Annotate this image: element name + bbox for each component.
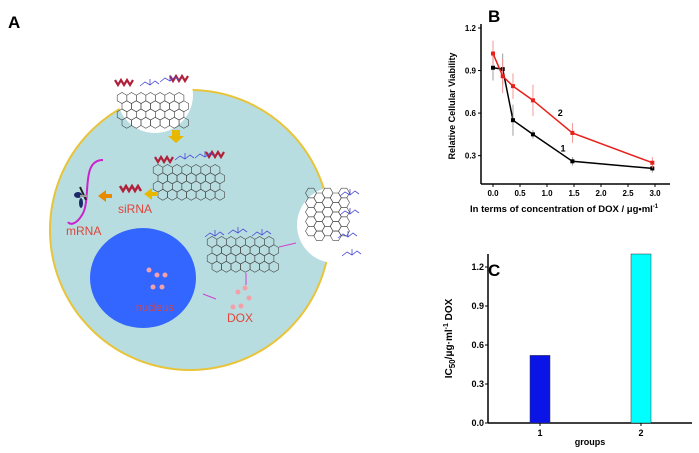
panel-label-c: C: [488, 261, 500, 280]
bar-2: [630, 253, 652, 424]
sirna-icon: [205, 149, 225, 160]
hexagon: [338, 226, 350, 237]
block-arrow-left-icon: [98, 190, 112, 202]
label-nucleus: nucleus: [136, 302, 174, 314]
graphene-sheet: [116, 92, 189, 129]
peg-chain: [337, 231, 358, 239]
hexagon: [268, 260, 279, 273]
sirna-icon: [118, 183, 143, 194]
viability-line-chart: 0.0 0.5 1.0 1.5 2.0 2.5 3.0 0.3 0.6 0.9 1.2 1 2 Relat…: [447, 24, 670, 215]
dox-molecules: [146, 267, 252, 310]
bar-1: [529, 355, 551, 424]
series-label-2: 2: [558, 108, 563, 118]
sirna-icon: [114, 77, 134, 88]
thin-arrow-icon: [202, 293, 217, 300]
x-tick-label: 1.0: [541, 189, 553, 198]
cell-diagram: siRNA mRNA nucleus DOX: [49, 73, 362, 371]
data-point: [491, 65, 495, 70]
peg-chain: [139, 79, 160, 87]
y-tick-label: 0.3: [465, 152, 477, 161]
graphene-sheet: [206, 236, 279, 273]
x-axis-title: In terms of concentration of DOX / μg•ml…: [470, 204, 659, 215]
data-point: [500, 74, 505, 79]
series-line-2: [492, 53, 653, 164]
data-point: [570, 159, 575, 164]
y-tick-label: 0.9: [465, 67, 477, 76]
label-mrna: mRNA: [66, 224, 101, 238]
sirna-icon: [154, 154, 174, 165]
data-point: [650, 160, 655, 165]
data-point: [510, 84, 515, 89]
data-point: [530, 98, 535, 103]
label-sirna: siRNA: [118, 202, 152, 216]
y-tick-label: 1.2: [471, 262, 484, 272]
series-label-1: 1: [561, 143, 566, 153]
y-axis-title: IC50/μg·ml-1 DOX: [443, 298, 457, 378]
peg-chain: [339, 189, 360, 197]
hexagon: [338, 197, 350, 208]
block-arrow-left-icon: [144, 188, 158, 200]
y-tick-label: 0.0: [471, 418, 484, 428]
data-point: [510, 118, 515, 123]
data-point: [491, 51, 495, 56]
thin-arrow-icon: [278, 242, 297, 248]
label-dox: DOX: [227, 311, 253, 325]
x-tick-label: 0.0: [487, 189, 499, 198]
y-tick-label: 0.6: [471, 340, 484, 350]
block-arrow-down-icon: [168, 130, 184, 143]
x-tick-label: 1.5: [568, 189, 580, 198]
nucleus: [90, 228, 196, 328]
graphene-sheets: [114, 73, 362, 273]
panel-label-b: B: [488, 7, 500, 26]
hexagon: [338, 216, 350, 227]
x-axis-title: groups: [575, 437, 606, 447]
data-point: [530, 132, 535, 137]
hexagon: [178, 116, 189, 129]
x-tick-label: 2.5: [622, 189, 634, 198]
scissors-icon: [74, 186, 88, 208]
peg-chain: [341, 249, 362, 257]
y-tick-label: 0.3: [471, 379, 484, 389]
peg-chain: [204, 230, 225, 238]
y-tick-label: 0.6: [465, 109, 477, 118]
y-axis-title: Relative Cellular Viability: [447, 53, 457, 160]
x-tick-label: 1: [537, 428, 542, 438]
x-tick-label: 2.0: [595, 189, 607, 198]
ic50-bar-chart: 0.0 0.3 0.6 0.9 1.2 1 2 groups IC50/μg·ml-1 DOX: [443, 253, 692, 447]
peg-chain: [227, 227, 248, 235]
y-tick-label: 0.9: [471, 301, 484, 311]
mrna-strand: [67, 159, 104, 225]
peg-chain: [251, 229, 272, 237]
peg-chain: [174, 153, 195, 161]
y-tick-label: 1.2: [465, 24, 477, 33]
x-tick-label: 3.0: [649, 189, 661, 198]
x-tick-label: 2: [638, 428, 643, 438]
peg-chain: [339, 208, 360, 216]
x-tick-label: 0.5: [514, 189, 526, 198]
graphene-sheet: [305, 187, 350, 241]
panel-label-a: A: [8, 13, 20, 32]
data-point: [570, 130, 575, 135]
peg-chain: [194, 151, 215, 159]
hexagon: [214, 188, 225, 201]
sirna-icon: [169, 73, 189, 84]
peg-chain: [159, 75, 180, 83]
